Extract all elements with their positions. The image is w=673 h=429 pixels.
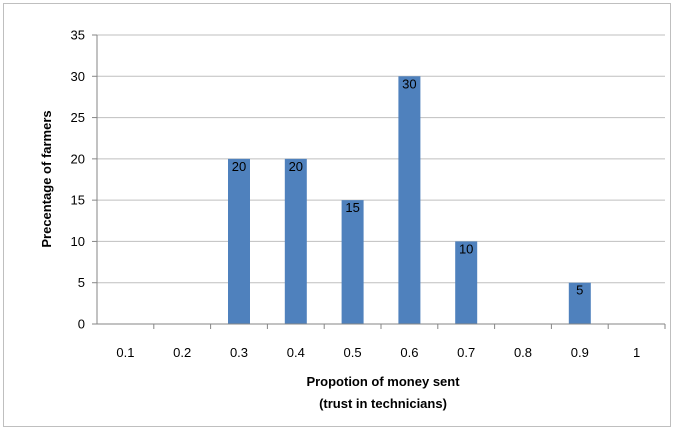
x-tick-label: 0.5: [344, 345, 362, 360]
x-tick-label: 1: [633, 345, 640, 360]
data-label-0.6: 30: [402, 76, 416, 91]
x-tick-label: 0.1: [116, 345, 134, 360]
bar-0.5: [341, 200, 364, 324]
x-axis-title-line2: (trust in technicians): [319, 396, 447, 411]
x-tick-label: 0.6: [400, 345, 418, 360]
y-tick-label: 35: [71, 28, 85, 43]
y-tick-label: 15: [71, 193, 85, 208]
y-axis-title: Precentage of farmers: [39, 110, 54, 247]
y-tick-label: 0: [78, 317, 85, 332]
data-label-0.4: 20: [289, 159, 303, 174]
y-tick-labels: 0 5 10 15 20 25 30 35: [71, 28, 85, 332]
data-label-0.5: 15: [345, 200, 359, 215]
bar-0.4: [284, 158, 307, 324]
x-tick-label: 0.8: [514, 345, 532, 360]
bar-0.3: [228, 158, 250, 324]
x-tick-label: 0.4: [287, 345, 305, 360]
x-axis-title-line1: Propotion of money sent: [306, 374, 460, 389]
axes: [96, 35, 666, 329]
x-tick-label: 0.9: [571, 345, 589, 360]
bar-0.6: [398, 76, 421, 325]
x-tick-label: 0.7: [457, 345, 475, 360]
x-tick-label: 0.3: [230, 345, 248, 360]
y-tick-label: 20: [71, 151, 85, 166]
x-tick-labels: 0.1 0.2 0.3 0.4 0.5 0.6 0.7 0.8 0.9 1: [116, 345, 640, 360]
gridlines: [92, 34, 665, 325]
y-tick-label: 30: [71, 69, 85, 84]
bar-0.7: [455, 241, 478, 324]
data-labels: 20 20 15 30 10 5: [232, 76, 584, 297]
y-tick-label: 5: [78, 275, 85, 290]
bar-0.9: [568, 282, 591, 324]
x-tick-label: 0.2: [173, 345, 191, 360]
y-tick-label: 10: [71, 234, 85, 249]
data-label-0.3: 20: [232, 159, 246, 174]
bars: [228, 76, 591, 325]
data-label-0.7: 10: [459, 241, 473, 256]
y-tick-label: 25: [71, 110, 85, 125]
data-label-0.9: 5: [576, 283, 583, 298]
chart-frame: [3, 3, 671, 427]
